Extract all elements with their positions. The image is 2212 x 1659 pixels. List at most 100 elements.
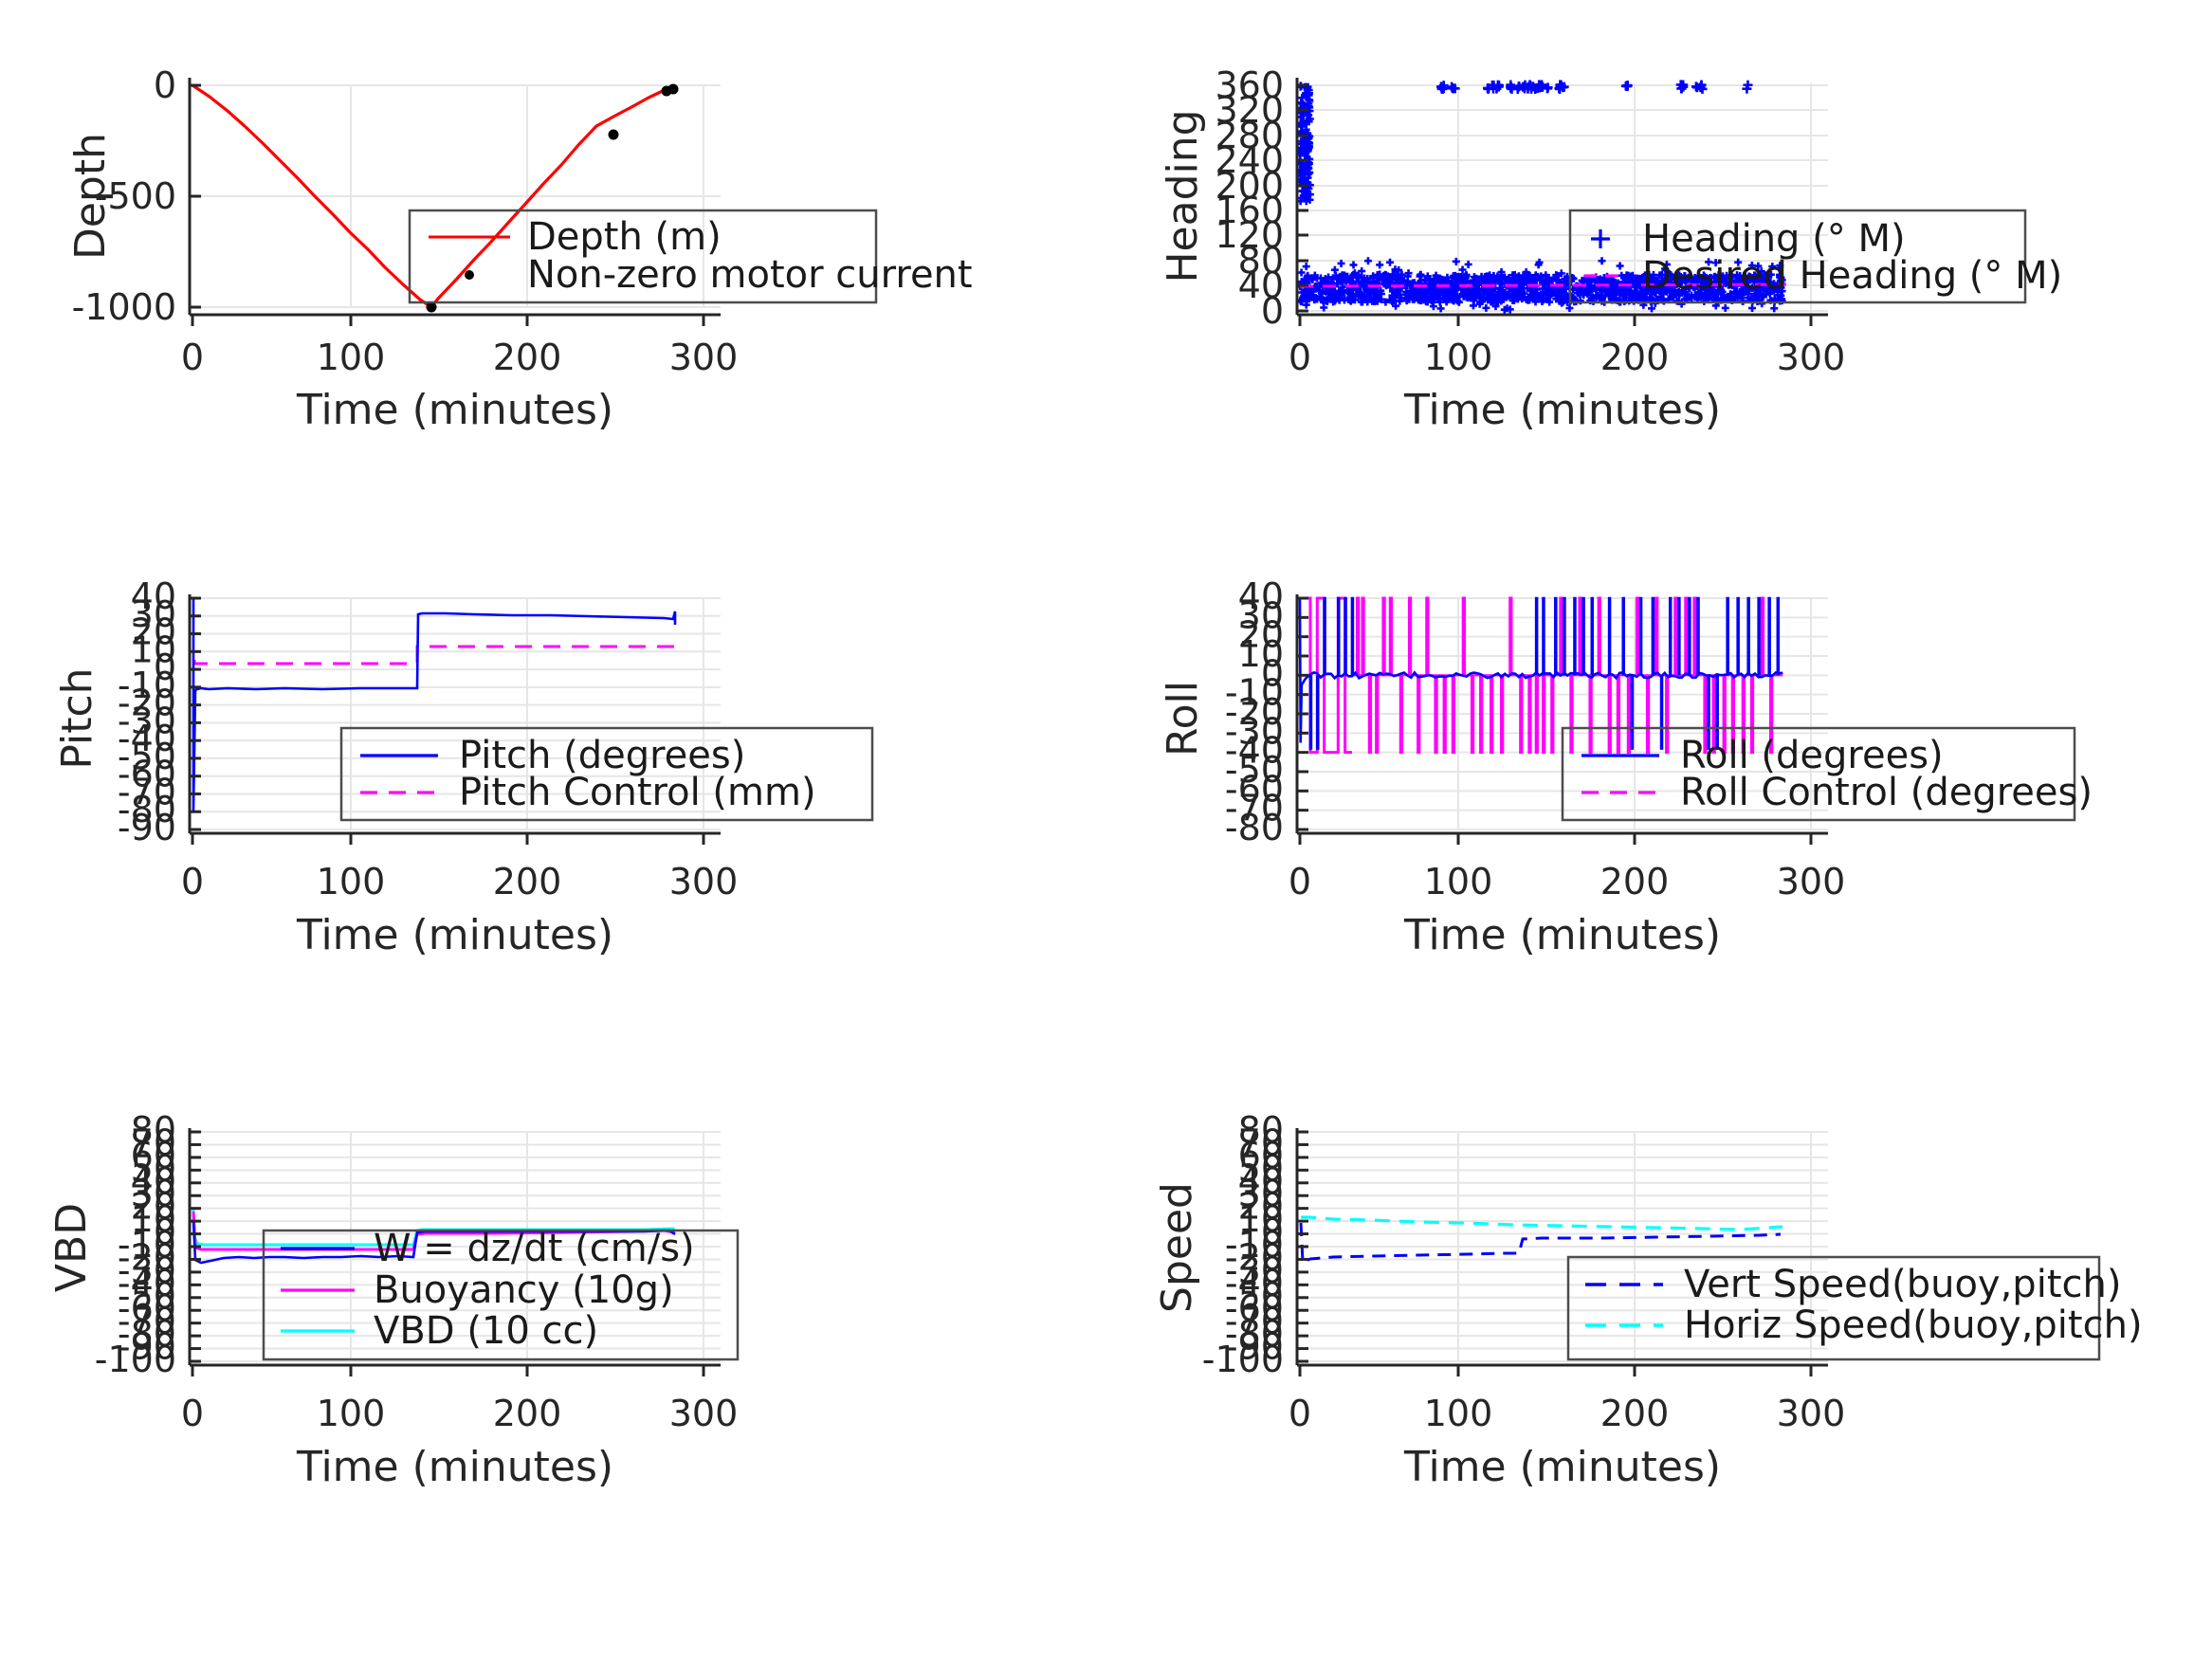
panel-speed: 80 70 60 50 40 30 20 10 0 -10 -20 -30 -40 -50 -60 -70 -8… [1106, 1105, 2212, 1659]
heading-xtick-1: 100 [1424, 337, 1493, 378]
ytick-label: -60 [1225, 1287, 1284, 1329]
speed-y-ticks [1297, 1130, 1308, 1363]
ytick-label: -10 [1225, 672, 1284, 714]
ytick-label: 40 [131, 1160, 176, 1202]
depth-x-ticks [191, 315, 705, 326]
ytick-label: -50 [1225, 749, 1284, 791]
ytick-label: -90 [1225, 1326, 1284, 1368]
depth-xtick-1: 100 [317, 337, 386, 378]
vbd-legend-label-1: Buoyancy (10g) [374, 1268, 674, 1312]
pitch-legend-label-1: Pitch Control (mm) [459, 771, 816, 814]
ytick-label: -40 [118, 718, 176, 759]
heading-ytick-240: 240 [1215, 139, 1284, 181]
speed-horiz-series [1301, 1215, 1783, 1231]
heading-xtick-2: 200 [1600, 337, 1670, 378]
roll-xlabel: Time (minutes) [1403, 911, 1721, 959]
vbd-xtick-3: 300 [669, 1393, 739, 1434]
depth-legend-label-0: Depth (m) [527, 215, 722, 259]
ytick-label: -90 [118, 1326, 176, 1368]
ytick-label: -80 [1225, 807, 1284, 848]
roll-xtick-3: 300 [1777, 861, 1846, 902]
speed-ytick-labels: 80706050403020100-10-20-30-40-50-60-70-8… [1202, 1109, 1284, 1380]
heading-ytick-280: 280 [1215, 115, 1284, 156]
panel-roll: 40 30 20 10 0 -10 -20 -30 -40 -50 -60 -70 -80 0 100 … [1106, 553, 2212, 1105]
heading-legend: Heading (° M) Desired Heading (° M) [1568, 209, 2062, 304]
ytick-label: -100 [1202, 1339, 1284, 1380]
ytick-label: 0 [154, 647, 176, 688]
roll-legend: Roll (degrees) Roll Control (degrees) [1561, 726, 2093, 822]
ytick-label: 10 [1238, 1198, 1284, 1240]
vbd-ylabel: VBD [47, 1203, 96, 1292]
vbd-xtick-2: 200 [493, 1393, 562, 1434]
ytick-label: -80 [118, 789, 176, 830]
pitch-xlabel: Time (minutes) [296, 911, 613, 959]
ytick-label: -10 [118, 665, 176, 706]
speed-xtick-0: 0 [1289, 1393, 1311, 1434]
speed-legend-label-0: Vert Speed(buoy,pitch) [1684, 1263, 2121, 1306]
heading-xlabel: Time (minutes) [1403, 386, 1721, 434]
heading-ytick-360: 360 [1215, 64, 1284, 106]
pitch-xtick-0: 0 [181, 861, 204, 902]
speed-x-ticks [1298, 1365, 1813, 1376]
heading-ytick-0: 0 [1261, 290, 1284, 332]
ytick-label: -90 [118, 807, 176, 848]
heading-ytick-200: 200 [1215, 165, 1284, 207]
ytick-label: -50 [118, 736, 176, 777]
ytick-label: -70 [118, 771, 176, 812]
heading-startup-cluster [1297, 80, 1786, 314]
roll-legend-label-1: Roll Control (degrees) [1680, 771, 2093, 814]
panel-vbd: 80 70 60 50 40 30 20 10 0 -10 -20 -30 -40 -50 -60 -70 -8… [0, 1105, 1106, 1659]
depth-ytick-0: 0 [154, 64, 176, 106]
speed-xtick-1: 100 [1424, 1393, 1493, 1434]
pitch-legend-label-0: Pitch (degrees) [459, 734, 745, 777]
roll-xtick-1: 100 [1424, 861, 1493, 902]
ytick-label: 60 [131, 1135, 176, 1176]
pitch-gridlines [190, 597, 721, 830]
ytick-label: -40 [1225, 730, 1284, 772]
ytick-label: 10 [131, 1198, 176, 1240]
ytick-label: -70 [1225, 1301, 1284, 1342]
vbd-xtick-1: 100 [317, 1393, 386, 1434]
vbd-xlabel: Time (minutes) [296, 1443, 613, 1491]
ytick-label: 30 [1238, 594, 1284, 636]
ytick-label: 50 [131, 1147, 176, 1189]
depth-xtick-0: 0 [181, 337, 204, 378]
ytick-label: -10 [118, 1224, 176, 1266]
panel-heading: 360 320 280 240 200 160 120 80 40 0 0 10… [1106, 0, 2212, 553]
pitch-control-series [192, 645, 675, 665]
ytick-label: -30 [1225, 710, 1284, 752]
pitch-xtick-2: 200 [493, 861, 562, 902]
depth-xtick-3: 300 [669, 337, 739, 378]
ytick-label: 10 [1238, 633, 1284, 675]
ytick-label: -20 [118, 1236, 176, 1278]
ytick-label: 20 [1238, 1186, 1284, 1228]
roll-xtick-0: 0 [1289, 861, 1311, 902]
ytick-label: 20 [1238, 614, 1284, 656]
roll-xtick-2: 200 [1600, 861, 1670, 902]
ytick-label: 60 [1238, 1135, 1284, 1176]
ytick-label: 30 [131, 593, 176, 635]
speed-xtick-3: 300 [1777, 1393, 1846, 1434]
vbd-legend: W = dz/dt (cm/s) Buoyancy (10g) VBD (10 … [262, 1227, 740, 1361]
heading-desired-series [1299, 283, 1787, 288]
heading-legend-label-1: Desired Heading (° M) [1642, 254, 2062, 298]
panel-depth: 0 -500 -1000 0 100 200 300 Time (minutes… [0, 0, 1106, 553]
ytick-label: 10 [131, 629, 176, 670]
speed-gridlines [1297, 1131, 1828, 1362]
ytick-label: 0 [1261, 652, 1284, 694]
ytick-label: -80 [118, 1313, 176, 1355]
heading-xtick-0: 0 [1289, 337, 1311, 378]
vbd-gridlines [190, 1131, 721, 1362]
depth-gridlines [190, 84, 721, 308]
vbd-x-ticks [191, 1365, 705, 1376]
ytick-label: -20 [118, 683, 176, 724]
vbd-ytick-labels: 80706050403020100-10-20-30-40-50-60-70-8… [95, 1109, 176, 1380]
ytick-label: 80 [131, 1109, 176, 1151]
ytick-label: -20 [1225, 1236, 1284, 1278]
heading-data [1297, 80, 1787, 314]
ytick-label: -30 [118, 1249, 176, 1291]
pitch-legend: Pitch (degrees) Pitch Control (mm) [339, 726, 874, 822]
ytick-label: 80 [1238, 1109, 1284, 1151]
